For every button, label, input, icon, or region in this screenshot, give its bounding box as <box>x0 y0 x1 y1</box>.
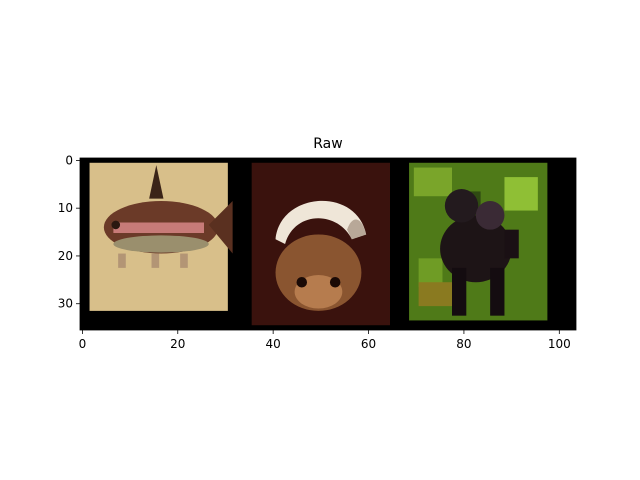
y-tick-label: 30 <box>58 297 73 311</box>
x-tick-label: 100 <box>548 337 571 351</box>
image-panel-hamster <box>251 162 390 326</box>
image-panel-fish <box>89 162 233 311</box>
foliage-yellow <box>418 282 452 307</box>
animal-shoulder <box>475 201 505 230</box>
animal-leg-2 <box>490 267 505 316</box>
fish-fin-2 <box>151 253 160 268</box>
fish-eye <box>111 220 121 230</box>
foliage-light-2 <box>504 177 538 211</box>
fish-fin-1 <box>118 253 126 268</box>
image-axes: 0 20 40 60 80 100 0 10 20 30 <box>58 153 577 351</box>
hamster-figure <box>275 200 367 311</box>
x-axis-ticks: 0 20 40 60 80 100 <box>79 330 571 351</box>
animal-head <box>444 189 479 223</box>
foliage-figure <box>413 167 538 316</box>
fish-belly <box>113 235 209 253</box>
x-tick-label: 60 <box>361 337 376 351</box>
y-tick-label: 0 <box>65 153 73 167</box>
hamster-helmet-shadow <box>347 219 367 240</box>
fish-dorsal-fin <box>149 165 164 199</box>
y-tick-label: 10 <box>58 201 73 215</box>
hamster-left-eye <box>296 276 308 288</box>
y-tick-label: 20 <box>58 249 73 263</box>
x-tick-label: 40 <box>266 337 281 351</box>
image-panel-foliage <box>409 162 548 321</box>
animal-body <box>440 215 512 283</box>
x-tick-label: 80 <box>456 337 471 351</box>
animal-tail <box>504 229 519 259</box>
foliage-light-3 <box>418 258 443 287</box>
chart-title: Raw <box>313 136 342 152</box>
animal-leg-1 <box>452 267 467 316</box>
x-tick-label: 20 <box>170 337 185 351</box>
y-axis-ticks: 0 10 20 30 <box>58 153 80 311</box>
axes-border <box>79 157 577 331</box>
hamster-right-eye <box>329 276 341 288</box>
fish-figure <box>103 165 233 268</box>
fish-tail <box>208 201 233 254</box>
x-tick-label: 0 <box>79 337 87 351</box>
fish-fin-3 <box>180 253 188 268</box>
hamster-helmet <box>275 200 367 244</box>
foliage-light-1 <box>413 167 452 197</box>
fish-stripe <box>113 222 204 234</box>
